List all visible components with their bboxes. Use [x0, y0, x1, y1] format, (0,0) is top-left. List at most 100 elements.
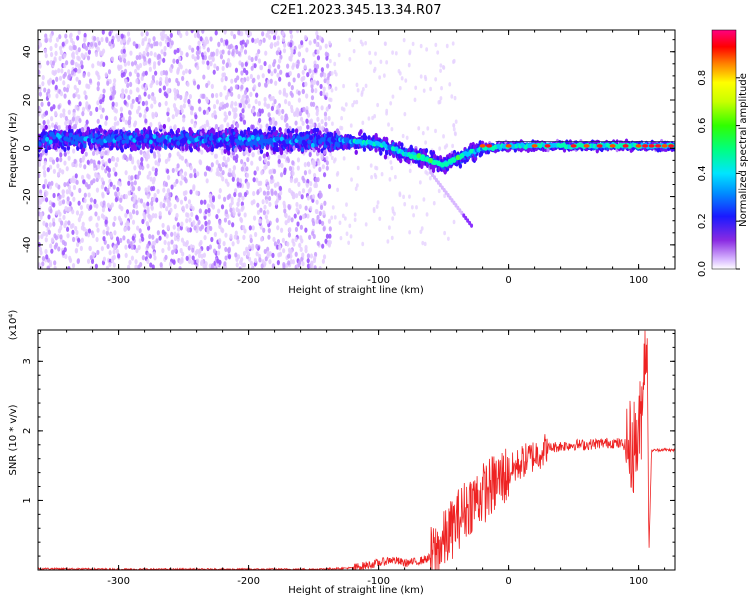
noise-mark: [185, 203, 189, 209]
noise-mark: [110, 38, 114, 45]
noise-mark: [80, 60, 84, 66]
noise-mark: [321, 243, 325, 249]
band-mark: [83, 143, 87, 149]
noise-mark: [182, 190, 186, 196]
noise-mark: [273, 182, 278, 188]
noise-mark: [198, 208, 202, 214]
noise-mark: [159, 76, 163, 83]
noise-mark: [163, 45, 167, 52]
noise-mark: [325, 55, 329, 61]
noise-mark: [241, 100, 246, 106]
noise-mark: [140, 31, 144, 37]
noise-mark: [268, 201, 272, 207]
noise-mark: [74, 104, 78, 110]
noise-mark: [147, 37, 152, 44]
noise-mark: [212, 248, 217, 254]
noise-mark: [164, 100, 168, 107]
noise-mark: [55, 37, 60, 43]
noise-mark: [111, 101, 115, 107]
noise-mark: [89, 204, 93, 210]
noise-mark: [135, 78, 139, 84]
noise-mark: [247, 244, 252, 250]
noise-mark: [44, 222, 49, 228]
noise-mark: [298, 190, 302, 196]
noise-mark: [148, 57, 152, 64]
noise-mark: [122, 57, 127, 64]
noise-mark: [269, 96, 273, 102]
noise-mark: [240, 61, 244, 68]
noise-mark: [38, 91, 43, 97]
noise-mark: [287, 260, 291, 266]
noise-mark: [66, 206, 70, 212]
noise-mark: [83, 192, 87, 198]
noise-mark: [185, 161, 190, 168]
noise-mark: [443, 230, 447, 236]
noise-mark: [156, 230, 160, 236]
noise-mark: [59, 225, 63, 231]
noise-mark: [258, 257, 262, 263]
noise-mark: [288, 70, 292, 77]
noise-mark: [38, 42, 43, 48]
noise-mark: [51, 217, 56, 223]
noise-mark: [281, 31, 285, 37]
noise-mark: [306, 253, 311, 259]
noise-mark: [300, 194, 304, 200]
noise-mark: [287, 81, 291, 87]
noise-mark: [63, 53, 67, 59]
noise-mark: [112, 156, 116, 162]
noise-mark: [342, 107, 346, 112]
noise-mark: [164, 181, 169, 188]
noise-mark: [218, 223, 222, 230]
noise-mark: [281, 37, 286, 43]
noise-mark: [293, 213, 297, 219]
noise-mark: [123, 99, 127, 105]
noise-mark: [72, 93, 76, 99]
noise-mark: [105, 230, 109, 236]
noise-mark: [353, 212, 357, 217]
noise-mark: [162, 30, 166, 34]
noise-mark: [176, 93, 180, 99]
noise-mark: [63, 86, 67, 92]
noise-mark: [203, 199, 207, 205]
noise-mark: [333, 157, 337, 162]
noise-mark: [88, 216, 92, 222]
noise-mark: [207, 166, 211, 172]
noise-mark: [284, 99, 288, 105]
noise-mark: [343, 216, 347, 221]
noise-mark: [39, 250, 43, 256]
noise-mark: [134, 259, 138, 265]
noise-mark: [139, 261, 143, 268]
band-mark: [265, 151, 270, 158]
noise-mark: [194, 250, 198, 256]
noise-mark: [380, 171, 384, 177]
noise-mark: [67, 99, 71, 105]
noise-mark: [304, 244, 308, 251]
noise-mark: [141, 100, 146, 107]
noise-mark: [315, 208, 319, 215]
noise-mark: [117, 253, 121, 259]
noise-mark: [127, 37, 131, 43]
noise-mark: [370, 175, 373, 180]
noise-mark: [453, 131, 457, 136]
noise-mark: [141, 40, 145, 46]
noise-mark: [63, 151, 67, 157]
noise-mark: [47, 101, 51, 107]
noise-mark: [55, 157, 59, 163]
noise-mark: [41, 261, 45, 267]
noise-mark: [389, 160, 393, 165]
noise-mark: [218, 238, 222, 244]
noise-mark: [279, 69, 283, 75]
noise-mark: [44, 33, 48, 39]
noise-mark: [87, 71, 91, 77]
noise-mark: [226, 91, 230, 97]
noise-mark: [58, 34, 62, 40]
noise-mark: [75, 87, 80, 94]
noise-mark: [41, 81, 45, 87]
noise-mark: [87, 174, 91, 180]
band-mark: [196, 146, 200, 152]
noise-mark: [215, 92, 219, 99]
noise-mark: [75, 115, 80, 121]
noise-mark: [192, 220, 196, 226]
noise-mark: [176, 81, 180, 87]
noise-mark: [373, 172, 377, 178]
